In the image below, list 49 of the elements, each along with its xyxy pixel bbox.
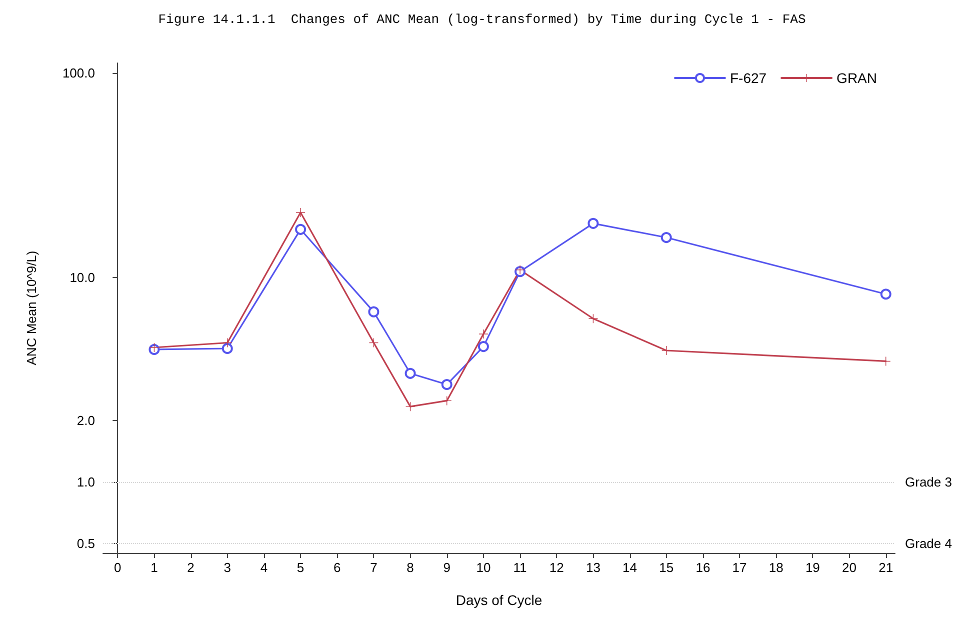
point	[880, 288, 892, 300]
point	[404, 368, 416, 379]
ref-line-label: Grade 4	[905, 536, 952, 552]
point	[588, 314, 598, 324]
point	[478, 341, 489, 352]
point	[406, 402, 415, 412]
x-tick-label: 13	[586, 560, 600, 575]
chart-title: Figure 14.1.1.1 Changes of ANC Mean (log-transformed) by Time during Cycle 1 - FAS	[158, 12, 806, 27]
x-axis-title: Days of Cycle	[456, 592, 542, 608]
point	[478, 329, 488, 338]
legend-label: F-627	[730, 70, 767, 86]
point	[295, 224, 306, 235]
ref-line-label: Grade 3	[905, 474, 952, 490]
x-tick-label: 11	[513, 560, 527, 575]
x-tick-label: 7	[370, 560, 378, 575]
point	[588, 218, 599, 229]
x-tick-label: 15	[659, 560, 674, 575]
x-tick-label: 5	[296, 560, 304, 575]
x-tick-label: 4	[260, 560, 268, 575]
x-tick-label: 6	[334, 560, 341, 575]
point	[296, 208, 306, 218]
y-tick-label: 1.0	[76, 474, 95, 490]
x-tick-label: 10	[476, 560, 491, 575]
x-tick-label: 17	[732, 560, 747, 575]
y-axis-title: ANC Mean (10^9/L)	[24, 250, 39, 366]
x-tick-label: 2	[187, 560, 194, 575]
y-tick-label: 10.0	[70, 270, 95, 286]
point	[150, 343, 159, 352]
x-tick-label: 19	[805, 560, 820, 575]
y-tick-label: 100.0	[62, 66, 95, 81]
x-tick-label: 18	[768, 560, 784, 575]
x-tick-label: 12	[549, 560, 564, 575]
point	[441, 379, 452, 390]
x-tick-label: 3	[224, 560, 231, 575]
x-tick-label: 8	[406, 560, 414, 575]
point	[660, 232, 672, 244]
point	[222, 342, 233, 354]
point	[368, 306, 380, 318]
x-tick-label: 9	[443, 560, 450, 575]
y-tick-label: 0.5	[76, 536, 95, 552]
x-tick-label: 21	[878, 560, 894, 575]
x-tick-label: 1	[150, 560, 158, 575]
point	[516, 265, 525, 274]
y-tick-label: 2.0	[76, 413, 95, 428]
x-tick-label: 16	[696, 560, 710, 575]
x-tick-label: 20	[842, 560, 857, 575]
x-tick-label: 0	[114, 560, 122, 575]
x-tick-label: 14	[622, 560, 638, 575]
legend-label: GRAN	[836, 70, 878, 86]
